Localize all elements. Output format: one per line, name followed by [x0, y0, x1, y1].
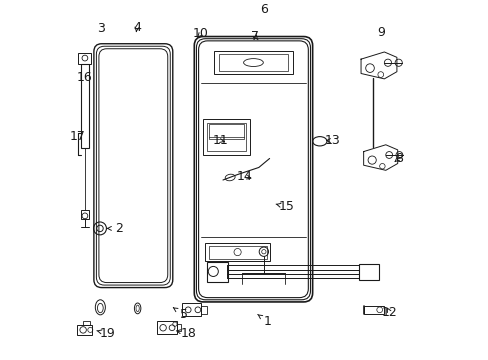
Bar	[176, 324, 181, 331]
Bar	[364, 306, 383, 315]
Bar	[208, 246, 266, 258]
Bar	[81, 211, 89, 220]
Text: 14: 14	[236, 170, 252, 183]
Bar	[81, 64, 88, 148]
Text: 17: 17	[70, 130, 85, 144]
Bar	[206, 123, 246, 151]
Text: 4: 4	[133, 21, 141, 34]
Bar	[182, 303, 201, 316]
Bar	[201, 306, 206, 314]
Bar	[77, 324, 92, 335]
Text: 5: 5	[173, 307, 187, 321]
Bar	[157, 321, 176, 334]
Text: 7: 7	[251, 30, 259, 43]
Bar	[359, 264, 378, 280]
Text: 1: 1	[257, 314, 271, 328]
Bar	[214, 51, 292, 74]
Text: 3: 3	[97, 22, 105, 35]
Text: 13: 13	[324, 134, 340, 147]
Text: 6: 6	[260, 3, 267, 16]
Bar	[208, 125, 244, 139]
Bar	[206, 262, 228, 282]
Text: 18: 18	[176, 327, 197, 340]
Text: 19: 19	[97, 327, 115, 340]
Text: 16: 16	[77, 71, 93, 84]
Text: 10: 10	[192, 27, 208, 40]
Text: 2: 2	[107, 222, 122, 235]
Text: 15: 15	[276, 201, 294, 213]
Bar	[219, 54, 287, 71]
Bar	[204, 243, 269, 261]
Text: 12: 12	[381, 306, 397, 319]
Bar	[203, 119, 249, 155]
Bar	[78, 53, 91, 64]
Text: 9: 9	[376, 27, 384, 40]
Text: 11: 11	[212, 134, 227, 147]
Text: 8: 8	[394, 152, 402, 165]
Bar	[83, 321, 90, 325]
